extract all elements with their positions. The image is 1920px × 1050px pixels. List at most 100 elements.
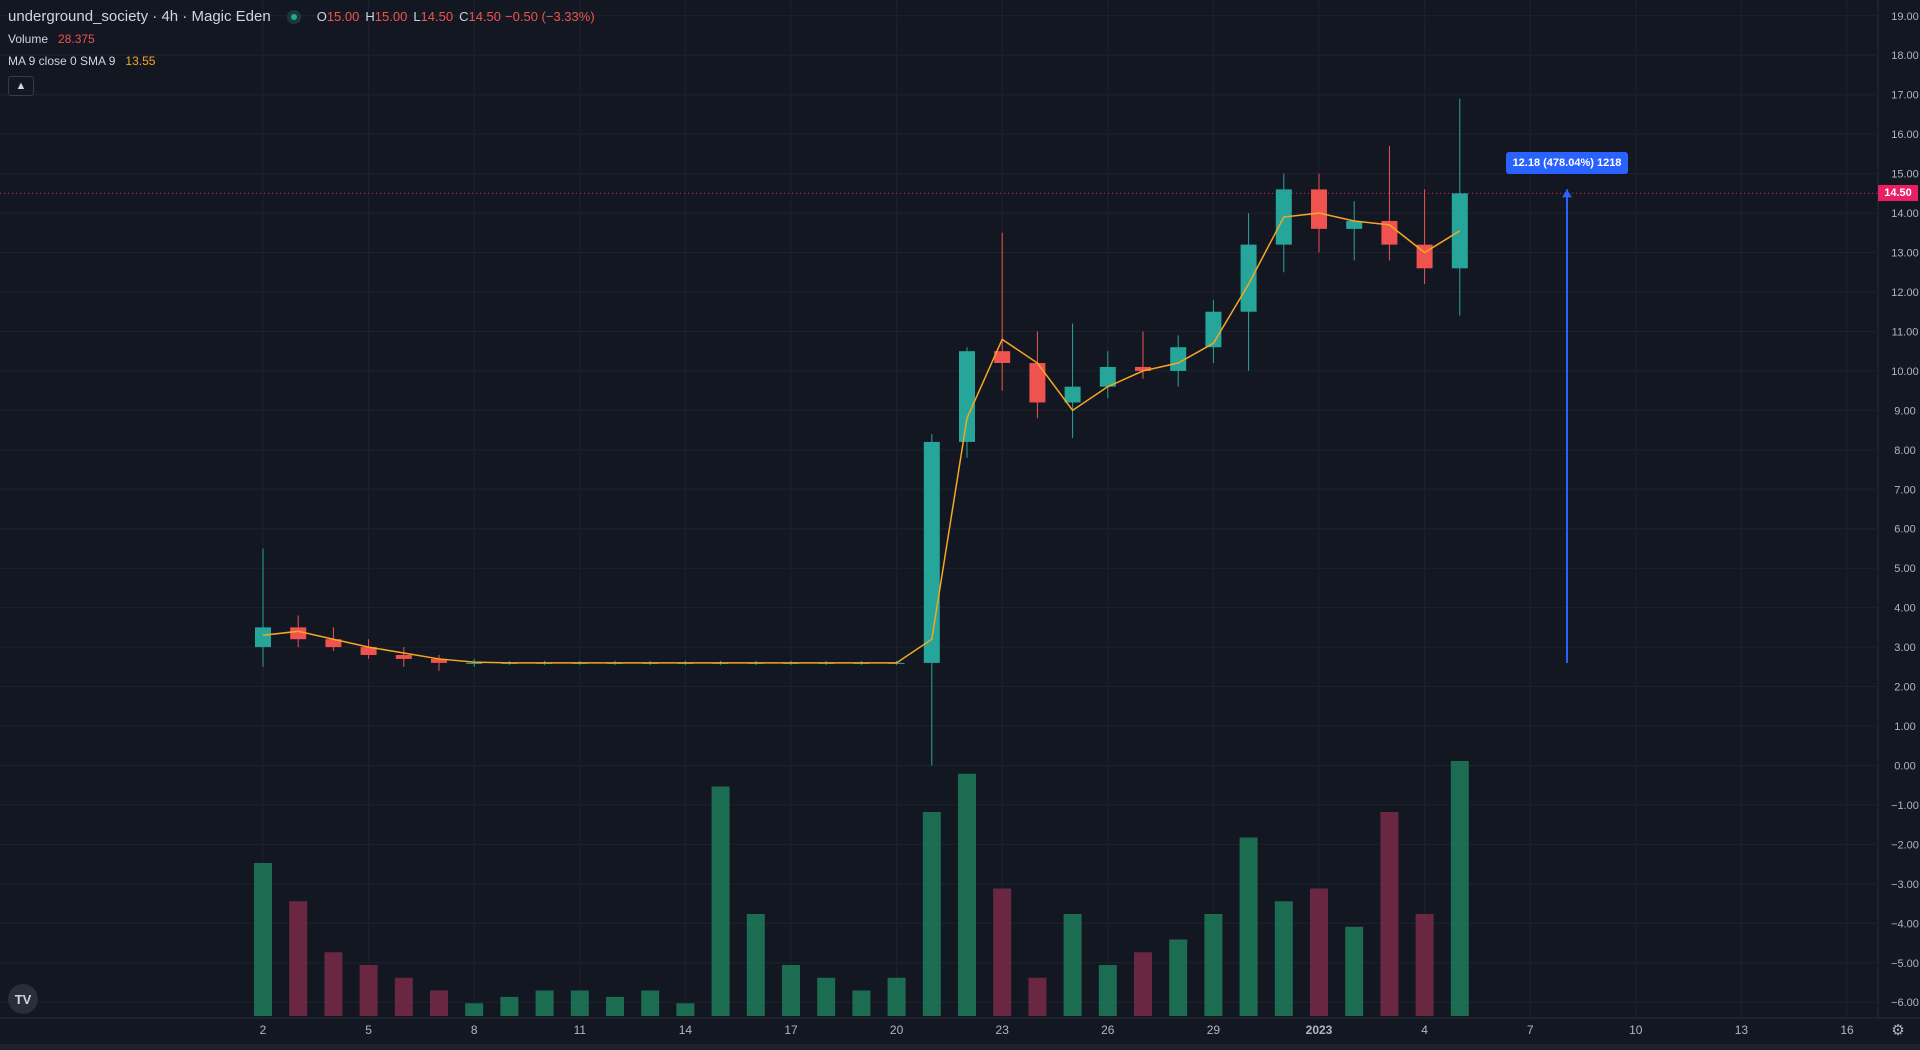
y-tick-label: −4.00 [1891, 918, 1919, 930]
close-key: C [459, 9, 469, 24]
volume-bar [1345, 926, 1364, 1016]
measure-arrowhead [1562, 189, 1572, 198]
volume-bar [993, 888, 1012, 1016]
volume-bar [1450, 761, 1469, 1016]
candle-body [1135, 366, 1151, 371]
volume-bar [430, 990, 448, 1016]
y-tick-label: −1.00 [1891, 800, 1919, 812]
y-tick-label: 14.00 [1891, 208, 1919, 220]
volume-bar [1415, 914, 1434, 1016]
y-tick-label: −6.00 [1891, 997, 1919, 1009]
y-tick-label: 7.00 [1894, 484, 1915, 496]
y-tick-label: −5.00 [1891, 958, 1919, 970]
volume-bar [254, 863, 272, 1016]
x-tick-label: 2 [260, 1023, 267, 1037]
y-tick-label: 13.00 [1891, 248, 1919, 260]
candle-body [1099, 366, 1116, 387]
volume-bar [1063, 914, 1082, 1016]
ma-label: MA 9 close 0 SMA 9 [8, 54, 116, 68]
x-tick-label: 7 [1527, 1023, 1534, 1037]
y-tick-label: 11.00 [1892, 326, 1919, 338]
ma-line [262, 212, 1461, 664]
volume-value: 28.375 [58, 32, 95, 46]
x-tick-label: 29 [1207, 1023, 1221, 1037]
candle-body [255, 627, 271, 648]
candle-body [1029, 363, 1046, 403]
volume-bar [676, 1003, 695, 1016]
y-tick-label: 2.00 [1894, 682, 1915, 694]
volume-bar [324, 952, 343, 1016]
market-status-icon [286, 10, 301, 24]
y-tick-label: 5.00 [1894, 563, 1915, 575]
x-tick-label: 17 [784, 1023, 798, 1037]
volume-bar [289, 901, 308, 1016]
candle-body [1205, 311, 1222, 348]
measure-label[interactable]: 12.18 (478.04%) 1218 [1506, 152, 1628, 174]
x-tick-label: 23 [996, 1023, 1010, 1037]
ma-value: 13.55 [125, 54, 156, 68]
x-tick-label: 20 [890, 1023, 904, 1037]
symbol-name[interactable]: underground_society [8, 8, 149, 25]
x-tick-label: 5 [365, 1023, 372, 1037]
y-tick-label: 9.00 [1894, 405, 1915, 417]
y-tick-label: 12.00 [1891, 287, 1919, 299]
volume-bar [922, 812, 941, 1016]
x-tick-label: 13 [1735, 1023, 1749, 1037]
x-tick-label: 10 [1629, 1023, 1643, 1037]
candle-body [994, 351, 1011, 364]
y-tick-label: 1.00 [1894, 721, 1915, 733]
volume-label: Volume [8, 32, 49, 46]
chevron-up-icon[interactable]: ▲ [8, 76, 34, 96]
y-tick-label: 10.00 [1891, 366, 1919, 378]
y-tick-label: 4.00 [1894, 603, 1915, 615]
volume-bar [570, 990, 589, 1016]
gear-icon[interactable]: ⚙ [1891, 1022, 1905, 1039]
candle-body [923, 441, 940, 663]
candle-body [1311, 189, 1327, 229]
volume-bar [1098, 965, 1117, 1016]
x-tick-label: 26 [1101, 1023, 1115, 1037]
interval[interactable]: 4h [161, 8, 179, 25]
x-tick-label: 16 [1840, 1023, 1854, 1037]
volume-bar [1169, 939, 1188, 1016]
y-tick-label: 17.00 [1891, 90, 1919, 102]
volume-row[interactable]: Volume 28.375 [8, 28, 595, 50]
volume-bar [1380, 812, 1399, 1016]
volume-bar [852, 990, 871, 1016]
volume-bar [500, 996, 519, 1016]
volume-bar [1274, 901, 1293, 1016]
low-value: 14.50 [420, 9, 454, 24]
change-value: −0.50 (−3.33%) [505, 9, 595, 24]
candle-body [1451, 193, 1468, 269]
x-tick-label: 14 [679, 1023, 693, 1037]
exchange: Magic Eden [191, 8, 271, 25]
volume-bar [1239, 837, 1258, 1016]
volume-bar [394, 977, 413, 1016]
y-tick-label: 3.00 [1894, 642, 1915, 654]
y-tick-label: 6.00 [1894, 524, 1915, 536]
high-key: H [365, 9, 375, 24]
volume-bar [465, 1003, 484, 1016]
y-tick-label: −2.00 [1891, 839, 1919, 851]
candle-body [1064, 386, 1081, 403]
volume-bar [817, 977, 836, 1016]
tradingview-logo-icon[interactable]: TV [8, 984, 38, 1014]
volume-bar [1310, 888, 1328, 1016]
open-value: 15.00 [326, 9, 360, 24]
candle-body [325, 639, 342, 648]
candle-body [290, 627, 307, 640]
open-key: O [316, 9, 327, 24]
volume-bar [746, 914, 765, 1016]
y-tick-label: 18.00 [1891, 50, 1919, 62]
candle-body [395, 654, 412, 659]
volume-bar [606, 996, 624, 1016]
volume-bar [1028, 977, 1047, 1016]
y-tick-label: 16.00 [1891, 129, 1919, 141]
volume-bar [711, 786, 730, 1016]
volume-bar [1134, 952, 1152, 1016]
ma-row[interactable]: MA 9 close 0 SMA 9 13.55 [8, 50, 595, 72]
volume-bar [887, 977, 906, 1016]
